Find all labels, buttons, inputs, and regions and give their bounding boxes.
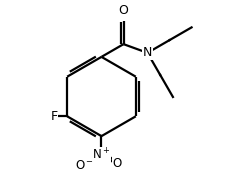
Text: O$^-$: O$^-$ [75, 159, 94, 172]
Text: O: O [119, 4, 129, 16]
Text: F: F [50, 110, 57, 123]
Text: O: O [112, 157, 121, 170]
Text: N: N [143, 46, 152, 59]
Text: N$^+$: N$^+$ [92, 147, 111, 163]
